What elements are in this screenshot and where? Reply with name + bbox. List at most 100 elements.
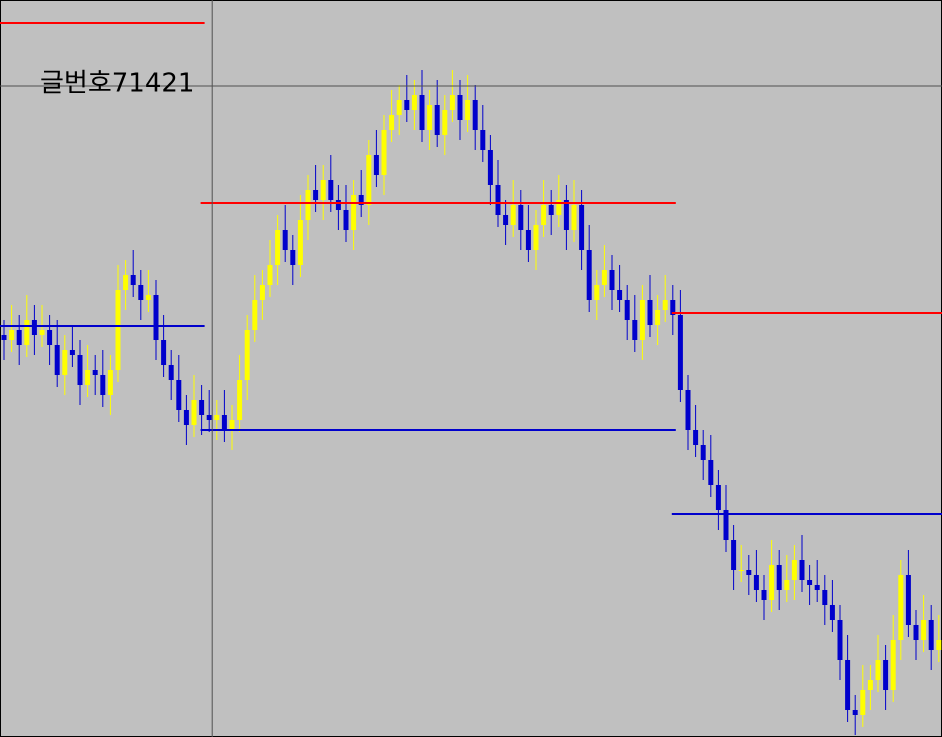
candle-body — [632, 320, 638, 340]
candle-body — [624, 300, 630, 320]
candle-body — [77, 355, 83, 385]
candle-body — [259, 285, 265, 300]
candle-body — [541, 205, 547, 225]
candle-body — [305, 190, 311, 220]
candle-body — [753, 575, 759, 590]
candle-body — [556, 200, 562, 215]
candle-body — [107, 370, 113, 395]
candle-body — [647, 300, 653, 325]
candle-body — [731, 540, 737, 570]
candle-body — [358, 195, 364, 205]
candle-body — [875, 660, 881, 680]
candle-body — [746, 570, 752, 575]
candle-body — [351, 195, 357, 230]
candle-body — [252, 300, 258, 330]
candle-body — [381, 130, 387, 175]
candle-body — [328, 180, 334, 200]
candle-body — [343, 210, 349, 230]
candle-body — [123, 275, 129, 290]
candle-body — [47, 330, 53, 345]
candle-body — [677, 315, 683, 390]
candle-body — [465, 100, 471, 120]
candle-body — [670, 300, 676, 315]
candle-body — [130, 275, 136, 285]
candle-body — [525, 230, 531, 250]
candle-body — [601, 270, 607, 285]
candle-body — [404, 100, 410, 110]
candle-body — [495, 185, 501, 215]
candle-body — [282, 230, 288, 250]
candle-body — [708, 460, 714, 485]
candle-body — [639, 300, 645, 340]
candle-body — [472, 100, 478, 130]
candle-body — [571, 205, 577, 230]
candle-body — [221, 415, 227, 430]
candle-body — [373, 155, 379, 175]
candle-body — [776, 565, 782, 590]
candle-body — [791, 560, 797, 580]
candle-body — [609, 270, 615, 290]
candle-body — [563, 200, 569, 230]
candle-body — [548, 205, 554, 215]
candle-body — [685, 390, 691, 430]
candle-body — [39, 330, 45, 335]
candle-body — [183, 410, 189, 425]
candle-body — [335, 200, 341, 210]
candle-body — [480, 130, 486, 150]
candle-body — [320, 180, 326, 200]
candle-body — [662, 300, 668, 310]
candle-body — [617, 290, 623, 300]
candle-body — [214, 415, 220, 420]
candle-body — [275, 230, 281, 265]
candle-body — [69, 350, 75, 355]
candle-body — [807, 580, 813, 585]
candle-body — [883, 660, 889, 690]
candle-body — [9, 330, 15, 340]
candle-body — [297, 220, 303, 265]
candle-body — [237, 380, 243, 420]
candle-body — [890, 640, 896, 690]
candle-body — [313, 190, 319, 200]
candle-body — [92, 370, 98, 375]
candle-body — [898, 575, 904, 640]
candle-body — [62, 350, 68, 375]
candle-body — [396, 100, 402, 115]
candle-body — [85, 370, 91, 385]
candle-body — [1, 335, 7, 340]
candle-body — [518, 205, 524, 230]
candle-body — [867, 680, 873, 690]
candle-body — [419, 95, 425, 130]
candle-body — [533, 225, 539, 250]
candle-body — [442, 110, 448, 135]
candle-body — [54, 345, 60, 375]
candle-body — [594, 285, 600, 300]
candle-body — [845, 660, 851, 710]
candle-body — [411, 95, 417, 110]
candle-body — [837, 620, 843, 660]
candle-body — [24, 320, 30, 345]
candle-body — [229, 420, 235, 430]
candle-body — [860, 690, 866, 715]
candle-body — [784, 580, 790, 590]
chart-label: 글번호71421 — [40, 69, 194, 99]
candle-body — [366, 155, 372, 205]
candle-body — [829, 605, 835, 620]
candle-body — [487, 150, 493, 185]
candle-body — [457, 95, 463, 120]
candle-body — [814, 585, 820, 590]
candle-body — [936, 640, 942, 650]
candle-body — [715, 485, 721, 510]
candle-body — [191, 400, 197, 425]
candle-body — [176, 380, 182, 410]
candle-body — [799, 560, 805, 580]
candle-body — [138, 285, 144, 300]
candle-body — [852, 710, 858, 715]
candle-body — [921, 620, 927, 640]
candle-body — [579, 205, 585, 250]
candle-body — [206, 415, 212, 420]
candle-body — [449, 95, 455, 110]
candle-body — [290, 250, 296, 265]
candle-body — [427, 105, 433, 130]
